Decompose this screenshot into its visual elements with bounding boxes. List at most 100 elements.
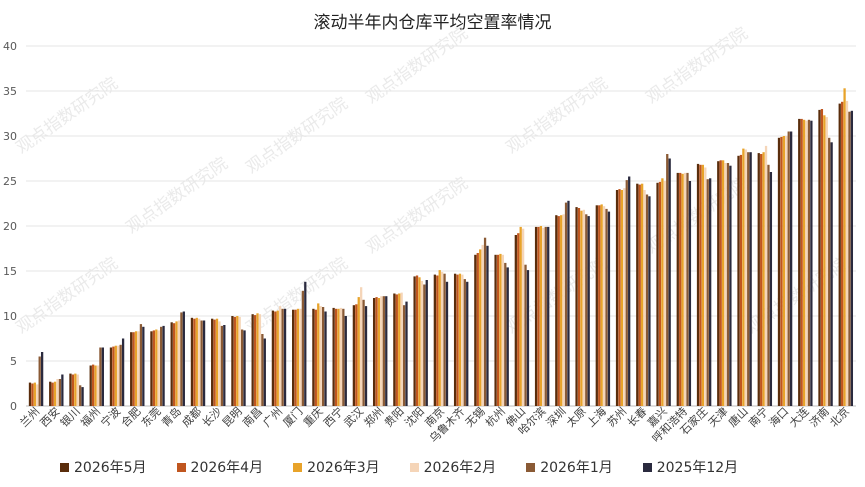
x-tick-label: 海口 bbox=[766, 404, 791, 429]
bar bbox=[780, 136, 783, 406]
bar bbox=[620, 190, 624, 406]
bar bbox=[99, 347, 102, 406]
bar bbox=[56, 379, 59, 406]
bar bbox=[625, 180, 628, 406]
bar bbox=[299, 308, 302, 406]
bar bbox=[377, 298, 381, 406]
bar bbox=[162, 325, 165, 406]
x-tick-label: 沈阳 bbox=[401, 404, 426, 429]
legend-item: 2026年2月 bbox=[409, 457, 496, 477]
bar bbox=[825, 117, 828, 406]
bar bbox=[666, 154, 669, 406]
bar bbox=[641, 183, 644, 406]
legend-swatch bbox=[60, 462, 69, 472]
watermark-text: 观点指数研究院 bbox=[13, 74, 122, 159]
bar bbox=[567, 200, 570, 406]
bar bbox=[607, 211, 611, 406]
bar bbox=[101, 347, 104, 406]
bar bbox=[721, 160, 725, 406]
bar bbox=[231, 316, 234, 406]
bar bbox=[215, 318, 219, 406]
bar bbox=[372, 298, 376, 406]
bar bbox=[841, 101, 844, 407]
x-tick-label: 青岛 bbox=[158, 404, 183, 429]
bar bbox=[91, 364, 95, 406]
bar bbox=[223, 325, 226, 406]
bar bbox=[830, 142, 833, 407]
watermark-text: 观点指数研究院 bbox=[363, 174, 472, 259]
bar bbox=[312, 308, 315, 406]
bar bbox=[517, 233, 520, 406]
bar bbox=[142, 326, 145, 406]
bar bbox=[200, 320, 203, 406]
bar bbox=[595, 205, 598, 406]
bar bbox=[519, 226, 522, 406]
x-tick-label: 宁波 bbox=[98, 404, 123, 429]
bar bbox=[747, 152, 750, 406]
bar bbox=[261, 334, 264, 406]
bar bbox=[413, 276, 416, 406]
x-tick-label: 深圳 bbox=[544, 405, 569, 430]
bar bbox=[182, 311, 185, 406]
bar bbox=[719, 160, 722, 406]
bar bbox=[53, 381, 57, 406]
bar bbox=[33, 382, 36, 406]
bar bbox=[238, 316, 241, 406]
chart-title: 滚动半年内仓库平均空置率情况 bbox=[313, 13, 552, 33]
bar bbox=[334, 308, 338, 406]
bar bbox=[521, 228, 525, 406]
bar bbox=[96, 365, 100, 406]
y-tick-label: 10 bbox=[3, 310, 17, 323]
bar bbox=[130, 332, 133, 406]
bar bbox=[380, 296, 383, 406]
bar bbox=[618, 189, 621, 406]
bar bbox=[800, 118, 803, 407]
legend-item: 2026年5月 bbox=[60, 457, 147, 477]
x-tick-label: 合肥 bbox=[118, 404, 143, 429]
legend-label: 2026年5月 bbox=[74, 460, 147, 476]
legend-label: 2026年4月 bbox=[190, 460, 264, 476]
bar bbox=[582, 209, 585, 406]
bar bbox=[58, 379, 62, 406]
bar bbox=[393, 293, 396, 406]
y-tick-label: 25 bbox=[3, 175, 17, 188]
bar bbox=[36, 384, 39, 406]
bar bbox=[220, 325, 224, 406]
y-tick-label: 15 bbox=[3, 265, 17, 278]
bar bbox=[38, 356, 41, 406]
bar bbox=[256, 313, 259, 406]
bar bbox=[177, 320, 181, 406]
bar bbox=[456, 274, 459, 406]
bar bbox=[764, 145, 768, 406]
bar bbox=[276, 310, 279, 406]
bar bbox=[360, 287, 363, 406]
bar bbox=[28, 382, 32, 406]
bar bbox=[438, 270, 441, 406]
bar bbox=[767, 164, 770, 406]
x-tick-label: 东莞 bbox=[139, 405, 164, 430]
bar bbox=[137, 331, 140, 406]
bar bbox=[706, 179, 709, 406]
legend-label: 2025年12月 bbox=[656, 460, 739, 476]
bar bbox=[339, 307, 343, 406]
bar bbox=[704, 167, 707, 406]
bar bbox=[757, 153, 760, 406]
y-tick-label: 30 bbox=[3, 130, 17, 143]
bar bbox=[585, 214, 588, 406]
watermark-text: 观点指数研究院 bbox=[503, 74, 612, 159]
x-tick-label: 太原 bbox=[564, 405, 589, 430]
bar bbox=[638, 184, 641, 406]
bar bbox=[395, 294, 398, 406]
bar bbox=[258, 314, 262, 406]
bar bbox=[575, 207, 578, 406]
bar bbox=[445, 281, 449, 406]
x-axis-ticks: 兰州西安银川福州宁波合肥东莞青岛成都长沙昆明南昌广州厦门重庆西宁武汉郑州贵阳沈阳… bbox=[17, 404, 852, 445]
bar bbox=[724, 163, 727, 406]
bar bbox=[514, 235, 517, 406]
bar bbox=[769, 172, 773, 406]
bar bbox=[658, 181, 662, 406]
chart-legend: 2026年5月 2026年4月 2026年3月 2026年2月 2026年1月 2025年… bbox=[60, 457, 738, 477]
bar bbox=[843, 88, 846, 407]
bar bbox=[344, 316, 347, 406]
